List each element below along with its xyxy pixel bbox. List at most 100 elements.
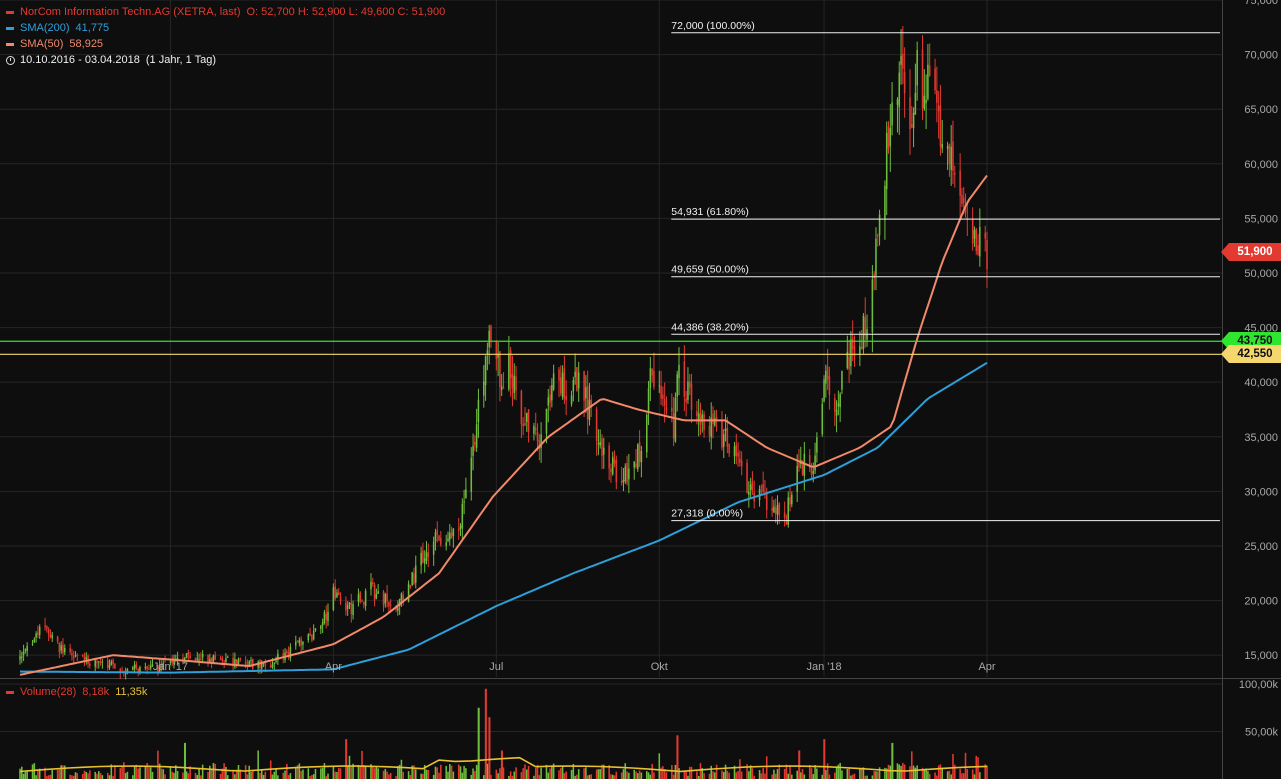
volume-bar [87,773,89,779]
volume-bar [595,769,598,779]
candle-body [286,651,288,654]
volume-bar [812,774,815,779]
candle-body [459,525,462,529]
candle-body [244,661,247,664]
volume-bar [835,766,838,779]
volume-bar [264,771,267,779]
volume-bar [628,772,630,779]
candle-body [450,532,453,539]
candle-body [434,532,437,542]
volume-bar [839,762,841,779]
volume-bar [791,774,793,779]
volume-bar [547,772,550,779]
candle-body [787,497,790,525]
volume-bar [164,774,166,779]
candle-body [445,542,447,546]
y-tick-label: 75,000 [1244,0,1278,7]
volume-bar [687,775,689,779]
candle-body [825,370,827,384]
volume-bar [853,773,856,779]
volume-bar [912,765,915,779]
candle-body [389,604,392,606]
volume-bar [765,756,768,779]
volume-bar [309,776,311,779]
candle-body [49,633,52,638]
candle-body [252,658,254,669]
volume-bar [939,764,942,779]
volume-bar [257,750,259,779]
candle-body [789,497,791,505]
volume-bar [176,770,179,779]
candle-body [851,337,854,350]
volume-bar [685,771,687,779]
volume-bar [388,774,390,779]
volume-bar [647,772,650,779]
volume-bar [60,765,62,779]
volume-bar [325,776,327,779]
sma50-label: SMA(50) [20,38,64,50]
volume-bar [622,769,625,779]
volume-bar [377,768,379,779]
candle-body [275,660,277,662]
candle-body [210,657,213,662]
volume-tick-label: 100,00k [1239,679,1279,691]
candle-body [821,403,824,435]
candle-body [816,437,818,453]
volume-bar [214,763,216,779]
candle-body [508,353,510,390]
candle-body [438,535,440,541]
volume-bar [701,768,704,779]
candle-body [377,591,379,594]
candle-body [226,656,229,658]
candle-body [728,444,730,454]
candle-body [237,659,240,665]
volume-bar [98,771,100,779]
volume-bar [549,768,551,779]
candle-body [262,662,265,664]
candle-body [350,602,353,615]
volume-bar [237,765,240,779]
volume-bar [465,768,467,779]
volume-bar [234,774,236,779]
volume-bar [964,752,967,779]
volume-bar [748,771,750,779]
candle-body [423,558,426,564]
volume-bar [121,766,123,779]
candle-body [320,625,322,629]
candle-body [76,654,79,656]
candle-body [273,663,276,665]
volume-bar [235,769,238,779]
x-tick-label: Jan '18 [806,661,841,673]
candle-body [457,528,460,531]
candle-body [622,479,625,482]
candle-body [400,593,403,600]
candle-body [235,659,238,666]
volume-bar [825,769,827,779]
volume-bar [762,767,764,779]
volume-bar [697,776,700,779]
candle-body [164,661,166,663]
volume-bar [286,763,288,779]
candle-body [941,144,944,149]
volume-bar [846,768,849,779]
volume-bar [114,765,116,779]
volume-bar [483,775,485,779]
candle-body [701,414,704,422]
candle-body [427,552,430,557]
volume-bar [386,771,388,779]
candle-body [336,592,338,598]
candle-body [658,385,661,387]
candle-body [583,371,585,401]
volume-bar [866,775,868,779]
volume-bar [44,767,46,779]
y-tick-label: 15,000 [1244,650,1278,662]
instrument-title: NorCom Information Techn.AG (XETRA, last… [20,6,241,18]
candle-body [697,413,700,420]
volume-bar [339,768,342,779]
candle-body [570,395,573,405]
volume-bar [273,771,276,779]
candle-body [171,659,173,664]
horizontal-lines [0,340,1222,355]
volume-bar [157,750,159,779]
